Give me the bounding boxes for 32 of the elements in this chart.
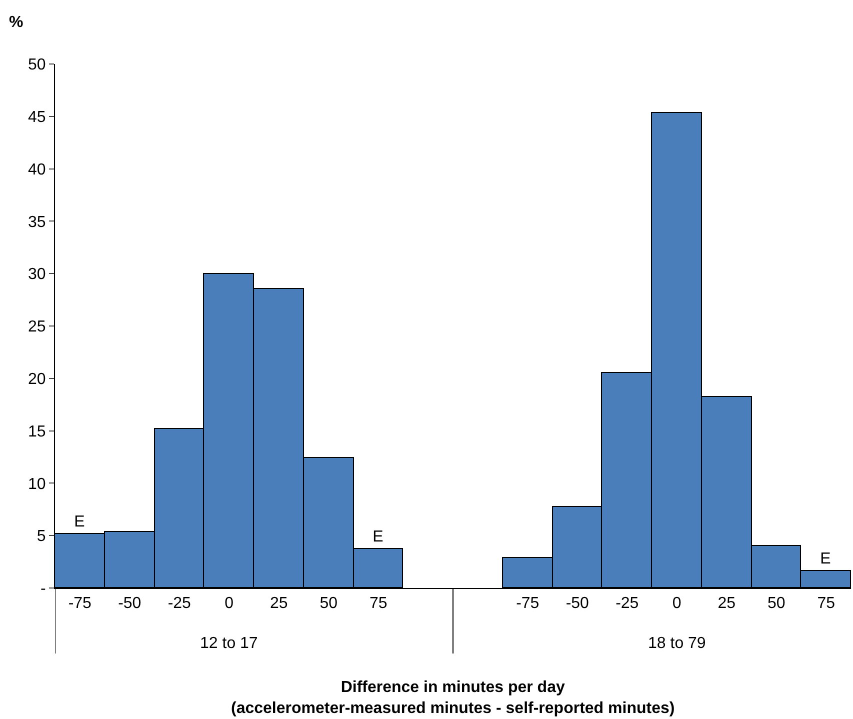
y-tick-label: 50 bbox=[28, 56, 46, 74]
y-tick-label: - bbox=[40, 580, 46, 598]
data-label: E bbox=[372, 528, 384, 546]
x-tick-label: -75 bbox=[516, 595, 540, 612]
x-tick-label: -25 bbox=[616, 595, 639, 612]
x-tick-label: -75 bbox=[68, 595, 92, 612]
data-label: E bbox=[820, 550, 831, 568]
y-tick-label: 10 bbox=[28, 476, 46, 493]
x-tick-label: 75 bbox=[369, 595, 388, 612]
x-tick-label: -50 bbox=[566, 595, 590, 612]
x-tick-label: 75 bbox=[817, 595, 836, 612]
y-tick-label: 30 bbox=[28, 266, 46, 284]
y-tick-label: 20 bbox=[28, 371, 46, 388]
y-axis-title: % bbox=[9, 14, 24, 31]
y-tick-label: 25 bbox=[28, 318, 46, 336]
x-tick-label: 25 bbox=[270, 595, 288, 612]
x-tick-label: 50 bbox=[767, 595, 786, 612]
x-tick-label: 25 bbox=[718, 595, 736, 612]
x-tick-label: -50 bbox=[118, 595, 142, 612]
y-tick-label: 35 bbox=[28, 214, 46, 231]
x-tick-label: 0 bbox=[672, 595, 682, 612]
x-axis-title: Difference in minutes per day (accelerometer-measured minutes - self-reported minutes) bbox=[231, 679, 675, 717]
text: 12 to 17 bbox=[200, 635, 258, 652]
x-tick-label: 0 bbox=[224, 595, 234, 612]
x-tick-label: 50 bbox=[320, 595, 338, 612]
y-tick-label: 5 bbox=[36, 528, 46, 546]
x-tick-label: -25 bbox=[168, 595, 192, 612]
y-tick-label: 15 bbox=[28, 423, 46, 440]
y-tick-label: 40 bbox=[28, 161, 46, 178]
text: 18 to 79 bbox=[648, 635, 706, 652]
data-label: E bbox=[74, 514, 85, 530]
y-tick-label: 45 bbox=[28, 109, 46, 126]
